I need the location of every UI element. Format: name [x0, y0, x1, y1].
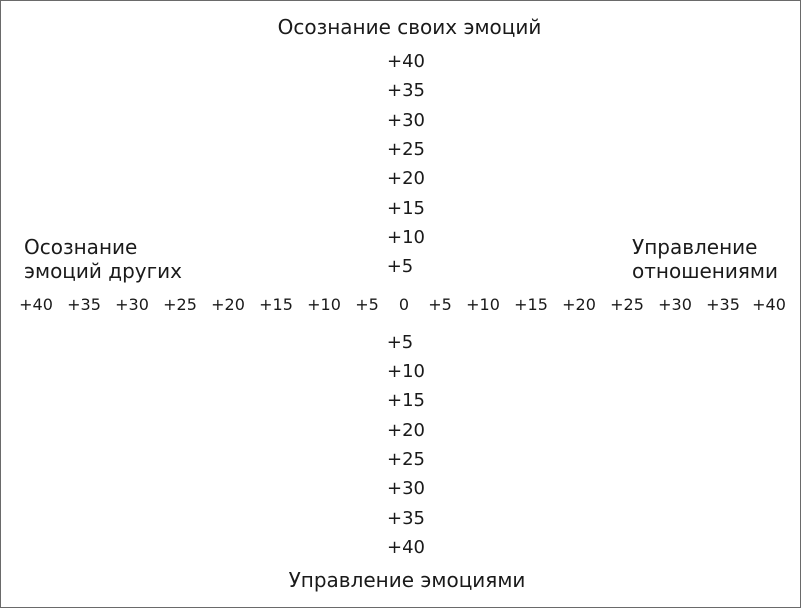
scale-up-tick: +5: [386, 256, 414, 277]
scale-right-tick: +25: [610, 295, 644, 314]
axis-title-right: Управление отношениями: [632, 235, 778, 283]
scale-left-tick: +30: [115, 295, 149, 314]
axis-title-right-line-2: отношениями: [632, 259, 778, 283]
scale-down-tick: +10: [387, 361, 425, 382]
axis-title-top: Осознание своих эмоций: [1, 15, 801, 39]
scale-up-tick: +40: [387, 51, 425, 72]
scale-left-tick: +10: [307, 295, 341, 314]
scale-right-tick: +20: [562, 295, 596, 314]
scale-up-tick: +15: [387, 198, 425, 219]
scale-down-tick: +25: [387, 449, 425, 470]
scale-left-tick: +35: [67, 295, 101, 314]
axis-title-right-line-1: Управление: [632, 235, 758, 259]
scale-right-tick: +5: [428, 295, 452, 314]
axis-title-left-line-2: эмоций других: [24, 259, 182, 283]
scale-down-tick: +5: [386, 332, 414, 353]
scale-left-tick: +25: [163, 295, 197, 314]
axis-title-top-line: Осознание своих эмоций: [277, 15, 542, 39]
axis-title-bottom: Управление эмоциями: [1, 568, 801, 592]
scale-left-tick: +15: [259, 295, 293, 314]
scale-left-tick: +40: [19, 295, 53, 314]
scale-down-tick: +40: [387, 537, 425, 558]
scale-up-tick: +10: [387, 227, 425, 248]
scale-right-tick: +10: [466, 295, 500, 314]
scale-up-tick: +35: [387, 80, 425, 101]
scale-right-tick: +35: [706, 295, 740, 314]
scale-down-tick: +15: [387, 390, 425, 411]
scale-right-tick: +40: [752, 295, 786, 314]
scale-up-tick: +20: [387, 168, 425, 189]
scale-down-tick: +30: [387, 478, 425, 499]
axis-title-left-line-1: Осознание: [24, 235, 138, 259]
scale-left-tick: +20: [211, 295, 245, 314]
scale-down-tick: +35: [387, 508, 425, 529]
axis-title-left: Осознание эмоций других: [24, 235, 182, 283]
scale-center-tick: 0: [398, 295, 410, 314]
scale-down-tick: +20: [387, 420, 425, 441]
scale-right-tick: +30: [658, 295, 692, 314]
scale-up-tick: +30: [387, 110, 425, 131]
scale-up-tick: +25: [387, 139, 425, 160]
scale-right-tick: +15: [514, 295, 548, 314]
axis-title-bottom-line: Управление эмоциями: [288, 568, 526, 592]
scale-left-tick: +5: [355, 295, 379, 314]
